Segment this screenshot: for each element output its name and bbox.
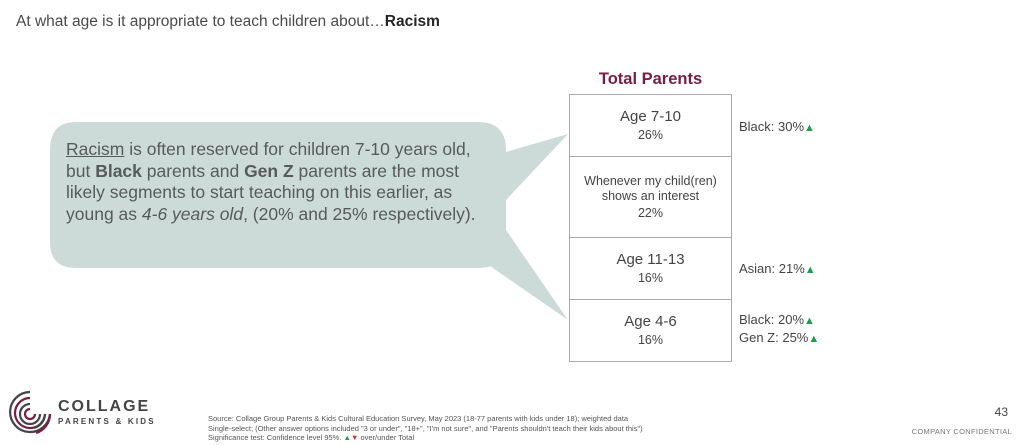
callout-topic: Racism [66,139,125,159]
row-label: Age 11-13 [616,251,685,268]
down-arrow-icon: ▼ [350,433,359,442]
up-arrow-icon: ▲ [808,333,820,345]
brand-name: COLLAGE [58,398,151,415]
note-text: Gen Z: 25% [739,330,809,345]
title-topic: Racism [384,13,440,30]
callout-genz: Gen Z [244,160,294,181]
segment-note: Asian: 21%▲ [739,261,816,278]
segment-note: Black: 30%▲ [739,119,815,136]
note-text: Black: 20% [739,312,805,327]
source-line-prefix: Significance test: Confidence level 95%. [208,433,344,442]
segment-note: Gen Z: 25%▲ [739,330,819,347]
callout-text-part: , (20% and 25% respectively). [243,203,476,224]
callout-age: 4-6 years old [141,203,244,224]
age-table: Age 7-10 26% Whenever my child(ren) show… [569,94,732,362]
source-line-suffix: over/under Total [358,433,415,442]
source-line: Significance test: Confidence level 95%.… [208,433,643,443]
source-line: Source: Collage Group Parents & Kids Cul… [208,414,629,423]
row-label: Whenever my child(ren) shows an interest [584,173,717,203]
table-row: Age 7-10 26% [570,95,731,157]
up-arrow-icon: ▲ [343,433,351,442]
callout-black: Black [95,160,142,181]
table-row: Age 11-13 16% [570,238,731,300]
page-number: 43 [994,405,1008,419]
callout-text-part: parents are the most likely segments to … [66,160,460,224]
segment-note: Black: 20%▲ [739,312,815,329]
source-line: Single-select; (Other answer options inc… [208,423,643,433]
row-label: Age 7-10 [620,108,681,125]
row-pct: 26% [637,128,664,142]
table-row: Age 4-6 16% [570,300,731,361]
callout-text-part: is often reserved for children 7-10 year… [66,139,471,181]
column-title: Total Parents [598,70,703,88]
up-arrow-icon: ▲ [804,122,815,134]
row-pct: 16% [637,333,664,347]
brand-subtitle: PARENTS & KIDS [58,417,156,426]
up-arrow-icon: ▲ [804,315,815,327]
title-prefix: At what age is it appropriate to teach c… [16,13,385,30]
callout-text-part: parents and [141,160,245,181]
page-title: At what age is it appropriate to teach c… [16,13,440,31]
confidential-label: COMPANY CONFIDENTIAL [911,427,1012,436]
fingerprint-logo-icon [9,390,52,435]
note-text: Asian: 21% [739,261,805,276]
source-note: Source: Collage Group Parents & Kids Cul… [208,414,643,443]
row-pct: 22% [637,205,664,220]
table-row: Whenever my child(ren) shows an interest… [570,157,731,238]
callout-text: Racism is often reserved for children 7-… [66,139,496,225]
row-label: Age 4-6 [624,313,677,330]
up-arrow-icon: ▲ [804,264,816,276]
row-pct: 16% [637,271,664,285]
note-text: Black: 30% [739,119,805,134]
